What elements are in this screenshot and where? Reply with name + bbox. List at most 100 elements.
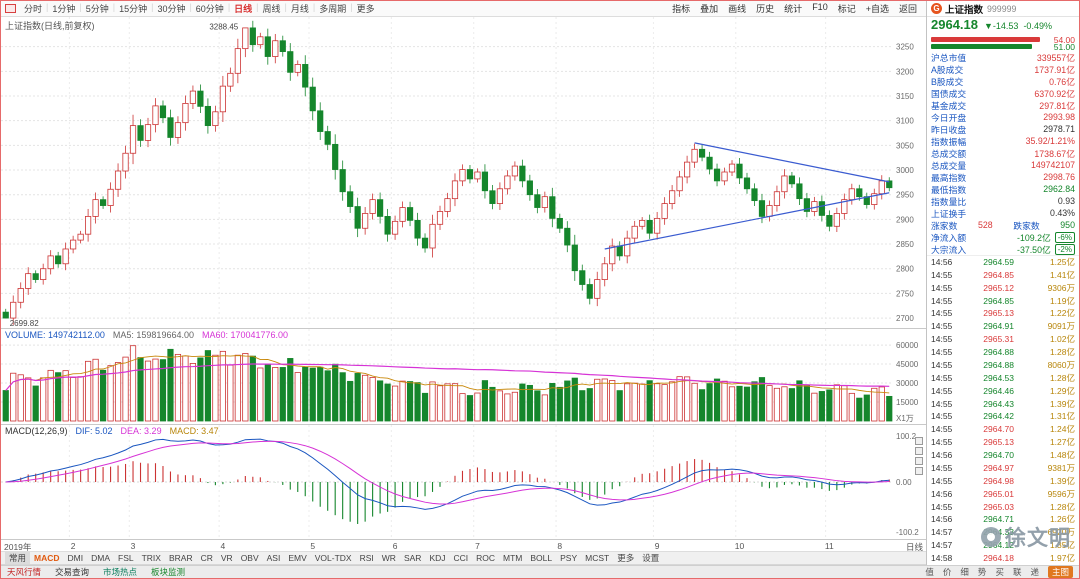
- toolbar-button-+自选[interactable]: +自选: [865, 4, 889, 14]
- status-mini-tab-买[interactable]: 买: [995, 567, 1004, 577]
- indicator-tab-OBV[interactable]: OBV: [240, 553, 259, 563]
- indicator-tab-ASI[interactable]: ASI: [266, 553, 281, 563]
- status-mini-tab-值[interactable]: 值: [925, 567, 934, 577]
- period-label[interactable]: 日线: [905, 542, 923, 552]
- tick-trade-row[interactable]: 14:55 2964.97 9381万: [927, 462, 1079, 475]
- toolbar-button-指标[interactable]: 指标: [672, 4, 691, 14]
- volume-chart[interactable]: 15000 30000 45000 60000 X1万: [1, 329, 926, 424]
- status-tab-天风行情[interactable]: 天风行情: [7, 567, 42, 577]
- period-tab-周线[interactable]: 周线: [262, 4, 281, 14]
- tick-trade-row[interactable]: 14:55 2965.12 9306万: [927, 282, 1079, 295]
- indicator-tab-设置[interactable]: 设置: [642, 553, 660, 563]
- macd-chart[interactable]: 100.2 0.00 -100.2: [1, 425, 926, 539]
- period-tab-60分钟[interactable]: 60分钟: [195, 4, 224, 14]
- indicator-tab-BOLL[interactable]: BOLL: [530, 553, 553, 563]
- tick-trade-row[interactable]: 14:55 2965.31 1.02亿: [927, 333, 1079, 346]
- period-tab-日线[interactable]: 日线: [234, 4, 253, 14]
- indicator-tab-CCI[interactable]: CCI: [453, 553, 469, 563]
- status-mini-tab-价[interactable]: 价: [942, 567, 952, 577]
- tick-trade-row[interactable]: 14:55 2964.46 1.29亿: [927, 385, 1079, 398]
- pane-size-controls[interactable]: [915, 437, 923, 477]
- indicator-tab-常用[interactable]: 常用: [5, 552, 31, 564]
- index-name[interactable]: 上证指数: [945, 4, 984, 16]
- status-tab-交易查询[interactable]: 交易查询: [55, 567, 90, 577]
- quote-info-value: 2998.76: [1043, 172, 1075, 182]
- period-tab-1分钟[interactable]: 1分钟: [52, 4, 76, 14]
- tick-trade-row[interactable]: 14:57 2964.12 1.35亿: [927, 539, 1079, 552]
- tick-trade-row[interactable]: 14:55 2965.13 1.22亿: [927, 308, 1079, 321]
- tick-trade-row[interactable]: 14:56 2964.70 1.48亿: [927, 449, 1079, 462]
- status-mini-tab-联[interactable]: 联: [1012, 567, 1022, 577]
- tick-time: 14:55: [931, 372, 953, 383]
- toolbar-button-画线[interactable]: 画线: [728, 4, 747, 14]
- toolbar-button-F10[interactable]: F10: [812, 2, 828, 12]
- tick-trade-row[interactable]: 14:55 2964.91 9091万: [927, 320, 1079, 333]
- candlestick-chart[interactable]: 2700 2750 2800 2850 2900 2950 3000 3050 3100 3150…: [1, 17, 926, 327]
- tick-trade-row[interactable]: 14:55 2965.13 1.27亿: [927, 436, 1079, 449]
- indicator-tab-MTM[interactable]: MTM: [503, 553, 523, 563]
- toolbar-button-标记[interactable]: 标记: [837, 4, 856, 14]
- period-tab-月线[interactable]: 月线: [290, 4, 309, 14]
- tick-trade-row[interactable]: 14:55 2964.43 1.39亿: [927, 398, 1079, 411]
- period-tab-分时[interactable]: 分时: [24, 4, 43, 14]
- candlestick-pane[interactable]: 上证指数(日线,前复权) 2700 2750 2800 2850 2900 2950 300…: [1, 17, 926, 329]
- indicator-tab-WR[interactable]: WR: [381, 553, 396, 563]
- tick-trade-row[interactable]: 14:55 2964.70 1.24亿: [927, 423, 1079, 436]
- indicator-tab-TRIX[interactable]: TRIX: [141, 553, 161, 563]
- indicator-tab-SAR[interactable]: SAR: [403, 553, 422, 563]
- indicator-tab-更多[interactable]: 更多: [617, 553, 635, 563]
- indicator-tab-VR[interactable]: VR: [220, 553, 233, 563]
- indicator-tab-MCST[interactable]: MCST: [585, 553, 610, 563]
- indicator-tab-ROC[interactable]: ROC: [476, 553, 496, 563]
- tick-trade-row[interactable]: 14:55 2964.85 1.19亿: [927, 295, 1079, 308]
- status-mini-tab-细[interactable]: 细: [960, 567, 969, 577]
- app-menu-icon[interactable]: [5, 4, 16, 13]
- tick-trade-row[interactable]: 14:56 2965.01 9596万: [927, 488, 1079, 501]
- tick-trade-row[interactable]: 14:55 2964.42 1.31亿: [927, 411, 1079, 424]
- tick-trade-row[interactable]: 14:55 2964.88 1.28亿: [927, 346, 1079, 359]
- status-mini-tab-递[interactable]: 递: [1030, 567, 1039, 577]
- period-tab-多周期[interactable]: 多周期: [319, 4, 347, 14]
- macd-pane[interactable]: MACD(12,26,9) DIF: 5.02 DEA: 3.29 MACD: 3.4…: [1, 425, 926, 540]
- x-axis-label: 5: [310, 541, 316, 551]
- tick-trade-list[interactable]: 14:56 2964.59 1.25亿 14:55 2964.85 1.41亿 14:55 2…: [927, 255, 1079, 565]
- quote-info-label: 指数量比: [931, 196, 967, 207]
- status-highlight-tab[interactable]: 主图: [1047, 566, 1073, 578]
- indicator-tab-DMI[interactable]: DMI: [67, 553, 84, 563]
- toolbar-button-叠加[interactable]: 叠加: [700, 4, 719, 14]
- indicator-tab-EMV[interactable]: EMV: [288, 553, 307, 563]
- toolbar-button-统计[interactable]: 统计: [784, 4, 803, 14]
- indicator-tab-KDJ[interactable]: KDJ: [429, 553, 446, 563]
- index-code: 999999: [987, 3, 1017, 14]
- tick-trade-row[interactable]: 14:55 2964.98 1.39亿: [927, 475, 1079, 488]
- tick-trade-row[interactable]: 14:56 2964.59 1.25亿: [927, 256, 1079, 269]
- tick-trade-row[interactable]: 14:58 2964.18 1.97亿: [927, 552, 1079, 565]
- indicator-tab-MACD[interactable]: MACD: [34, 553, 60, 563]
- indicator-tab-PSY[interactable]: PSY: [560, 553, 578, 563]
- indicator-tab-FSL[interactable]: FSL: [118, 553, 134, 563]
- tick-trade-row[interactable]: 14:55 2964.85 1.41亿: [927, 269, 1079, 282]
- tick-trade-row[interactable]: 14:56 2964.71 1.26亿: [927, 514, 1079, 527]
- tick-amount: 8060万: [1047, 359, 1075, 370]
- tick-amount: 1.28亿: [1049, 347, 1075, 358]
- volume-pane[interactable]: VOLUME: 149742112.00 MA5: 159819664.00 MA6…: [1, 329, 926, 425]
- indicator-tab-BRAR[interactable]: BRAR: [168, 553, 193, 563]
- toolbar-button-返回[interactable]: 返回: [898, 4, 917, 14]
- tick-trade-row[interactable]: 14:55 2964.53 1.28亿: [927, 372, 1079, 385]
- tick-trade-row[interactable]: 14:55 2964.88 8060万: [927, 359, 1079, 372]
- status-tab-市场热点[interactable]: 市场热点: [103, 567, 138, 577]
- tick-price: 2964.71: [983, 514, 1014, 525]
- indicator-tab-CR[interactable]: CR: [200, 553, 213, 563]
- tick-trade-row[interactable]: 14:55 2965.03 1.28亿: [927, 501, 1079, 514]
- toolbar-button-历史[interactable]: 历史: [756, 4, 775, 14]
- indicator-tab-VOL-TDX[interactable]: VOL-TDX: [314, 553, 352, 563]
- period-tab-更多[interactable]: 更多: [356, 4, 375, 14]
- status-mini-tab-势[interactable]: 势: [977, 567, 987, 577]
- svg-text:2800: 2800: [896, 265, 914, 274]
- period-tab-15分钟[interactable]: 15分钟: [119, 4, 148, 14]
- indicator-tab-RSI[interactable]: RSI: [359, 553, 374, 563]
- indicator-tab-DMA[interactable]: DMA: [91, 553, 110, 563]
- period-tab-5分钟[interactable]: 5分钟: [85, 4, 109, 14]
- period-tab-30分钟[interactable]: 30分钟: [157, 4, 186, 14]
- status-tab-板块监测[interactable]: 板块监测: [151, 567, 186, 577]
